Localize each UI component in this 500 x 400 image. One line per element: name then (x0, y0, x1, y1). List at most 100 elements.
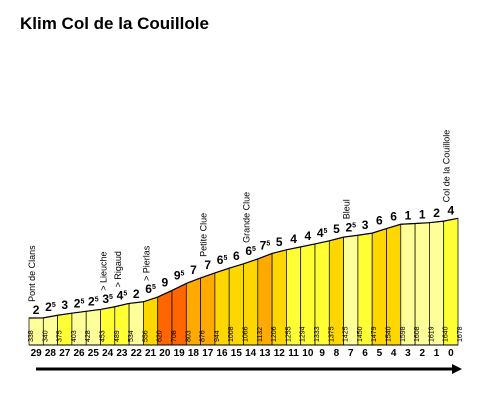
grade-label: 95 (174, 268, 185, 282)
km-label: 10 (302, 348, 314, 359)
place-label: Pont de Clans (27, 245, 37, 302)
km-label: 27 (59, 348, 71, 359)
direction-arrow (36, 364, 462, 374)
km-labels: 29 28 27 26 25 24 23 22 21 20 19 18 17 16 15 14 13 12 11 10… (31, 348, 454, 359)
km-label: 7 (348, 348, 354, 359)
elevation-label: 944 (214, 330, 221, 342)
elevation-label: 620 (157, 330, 164, 342)
grade-label: 75 (260, 238, 271, 252)
grade-label: 25 (345, 220, 356, 234)
km-label: 5 (377, 348, 383, 359)
elevation-label: 803 (185, 330, 192, 342)
elevation-label: 1479 (371, 326, 378, 342)
km-label: 0 (448, 348, 454, 359)
place-label: > Lieuche (99, 251, 109, 290)
elevation-label: 340 (42, 330, 49, 342)
elevation-label: 1540 (386, 326, 393, 342)
grade-label: 35 (102, 292, 113, 306)
elevation-label: 1333 (314, 326, 321, 342)
grade-label: 6 (233, 249, 240, 263)
grade-label: 25 (45, 300, 56, 314)
km-label: 24 (102, 348, 114, 359)
grade-label: 1 (405, 209, 412, 223)
grade-label: 7 (190, 263, 197, 277)
grade-label: 65 (217, 253, 228, 267)
km-label: 2 (419, 348, 425, 359)
km-label: 18 (188, 348, 200, 359)
elevation-label: 1425 (343, 326, 350, 342)
place-label: Bleul (342, 199, 352, 219)
grade-label: 25 (88, 294, 99, 308)
elevation-label: 403 (71, 330, 78, 342)
elevation-label: 1255 (285, 326, 292, 342)
direction-arrow-head (452, 364, 462, 374)
elevation-label: 338 (28, 330, 35, 342)
elevation-label: 534 (128, 330, 135, 342)
elevation-label: 1619 (428, 326, 435, 342)
km-label: 23 (116, 348, 128, 359)
elevation-label: 876 (200, 330, 207, 342)
km-label: 16 (216, 348, 228, 359)
km-label: 6 (362, 348, 368, 359)
grade-label: 6 (390, 209, 397, 223)
elevation-label: 1132 (257, 327, 264, 342)
km-label: 20 (159, 348, 171, 359)
place-label: Petite Clue (199, 213, 209, 257)
grade-label: 7 (204, 258, 211, 272)
km-label: 11 (288, 348, 299, 359)
elevation-label: 453 (100, 330, 107, 342)
profile-outline (28, 217, 459, 346)
km-label: 26 (73, 348, 85, 359)
grade-label: 45 (317, 226, 328, 240)
place-label: > Rigaud (113, 251, 123, 287)
place-label: > Pierlas (141, 245, 151, 281)
elevation-label: 489 (114, 330, 121, 342)
elevation-label: 1608 (414, 326, 421, 342)
km-label: 21 (145, 348, 157, 359)
grade-label: 5 (333, 222, 340, 236)
grade-label: 5 (276, 235, 283, 249)
grade-label: 9 (162, 275, 169, 289)
grade-label: 3 (61, 298, 68, 312)
elevation-label: 1206 (271, 326, 278, 342)
km-label: 12 (274, 348, 286, 359)
elevation-label: 556 (142, 330, 149, 342)
elevation-label: 375 (57, 330, 64, 342)
elevation-label: 1294 (300, 326, 307, 342)
km-label: 25 (88, 348, 100, 359)
grade-label: 2 (33, 303, 40, 317)
grade-label: 2 (433, 206, 440, 220)
elevation-label: 1008 (228, 326, 235, 342)
km-label: 15 (231, 348, 243, 359)
km-label: 1 (434, 348, 440, 359)
grade-label: 4 (305, 229, 312, 243)
elevation-label: 1450 (357, 326, 364, 342)
elevation-label: 1375 (328, 326, 335, 342)
grade-label: 4 (448, 203, 455, 217)
grade-label: 65 (245, 244, 256, 258)
elevation-label: 1066 (243, 326, 250, 342)
km-label: 3 (405, 348, 411, 359)
profile-line (28, 217, 459, 319)
km-label: 17 (202, 348, 214, 359)
km-label: 29 (31, 348, 43, 359)
km-label: 4 (391, 348, 397, 359)
place-label: Col de la Couillole (442, 130, 452, 203)
place-labels: Pont de Clans > Lieuche > Rigaud > Pierlas P… (27, 130, 452, 302)
profile-segment (443, 217, 459, 346)
place-label: Grande Clue (242, 192, 252, 243)
grade-label: 45 (117, 288, 128, 302)
grade-labels: 2 25 3 25 25 35 45 2 65 995 7 7 65 6 65 75 5 4 4 45 5 25 3 6 6 1 1… (33, 203, 455, 317)
km-label: 14 (245, 348, 257, 359)
grade-label: 25 (74, 296, 85, 310)
elevation-label: 708 (171, 330, 178, 342)
km-label: 9 (319, 348, 325, 359)
km-label: 8 (334, 348, 340, 359)
km-label: 13 (259, 348, 271, 359)
elevation-labels: 338 340 375 403 428 453 489 534 556 620 708 803 876 9… (28, 326, 464, 342)
elevation-label: 1598 (400, 326, 407, 342)
summit-elevation-label: 1678 (457, 326, 464, 342)
grade-label: 65 (145, 282, 156, 296)
grade-label: 1 (419, 208, 426, 222)
